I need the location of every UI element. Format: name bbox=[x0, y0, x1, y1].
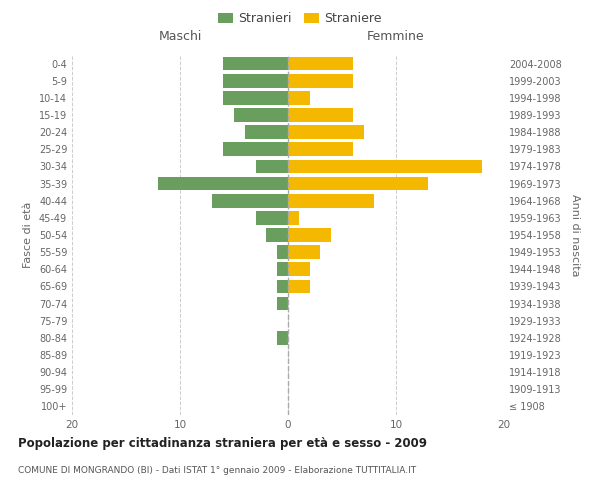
Bar bbox=[256, 211, 288, 224]
Bar bbox=[288, 74, 353, 88]
Bar bbox=[288, 108, 353, 122]
Bar bbox=[266, 228, 288, 242]
Bar bbox=[288, 280, 310, 293]
Text: Femmine: Femmine bbox=[367, 30, 425, 43]
Bar bbox=[288, 126, 364, 139]
Text: Maschi: Maschi bbox=[158, 30, 202, 43]
Text: COMUNE DI MONGRANDO (BI) - Dati ISTAT 1° gennaio 2009 - Elaborazione TUTTITALIA.: COMUNE DI MONGRANDO (BI) - Dati ISTAT 1°… bbox=[18, 466, 416, 475]
Bar bbox=[277, 262, 288, 276]
Bar bbox=[288, 56, 353, 70]
Bar bbox=[277, 246, 288, 259]
Bar bbox=[256, 160, 288, 173]
Bar bbox=[245, 126, 288, 139]
Y-axis label: Anni di nascita: Anni di nascita bbox=[570, 194, 580, 276]
Bar bbox=[288, 91, 310, 104]
Legend: Stranieri, Straniere: Stranieri, Straniere bbox=[215, 8, 386, 29]
Bar bbox=[288, 142, 353, 156]
Bar bbox=[234, 108, 288, 122]
Bar bbox=[288, 246, 320, 259]
Bar bbox=[288, 160, 482, 173]
Bar bbox=[212, 194, 288, 207]
Bar bbox=[288, 211, 299, 224]
Bar bbox=[223, 142, 288, 156]
Bar bbox=[223, 56, 288, 70]
Bar bbox=[288, 262, 310, 276]
Bar bbox=[288, 228, 331, 242]
Y-axis label: Fasce di età: Fasce di età bbox=[23, 202, 33, 268]
Bar bbox=[158, 176, 288, 190]
Bar bbox=[288, 176, 428, 190]
Bar bbox=[277, 331, 288, 344]
Bar bbox=[223, 91, 288, 104]
Text: Popolazione per cittadinanza straniera per età e sesso - 2009: Popolazione per cittadinanza straniera p… bbox=[18, 437, 427, 450]
Bar bbox=[288, 194, 374, 207]
Bar bbox=[277, 280, 288, 293]
Bar bbox=[277, 296, 288, 310]
Bar bbox=[223, 74, 288, 88]
